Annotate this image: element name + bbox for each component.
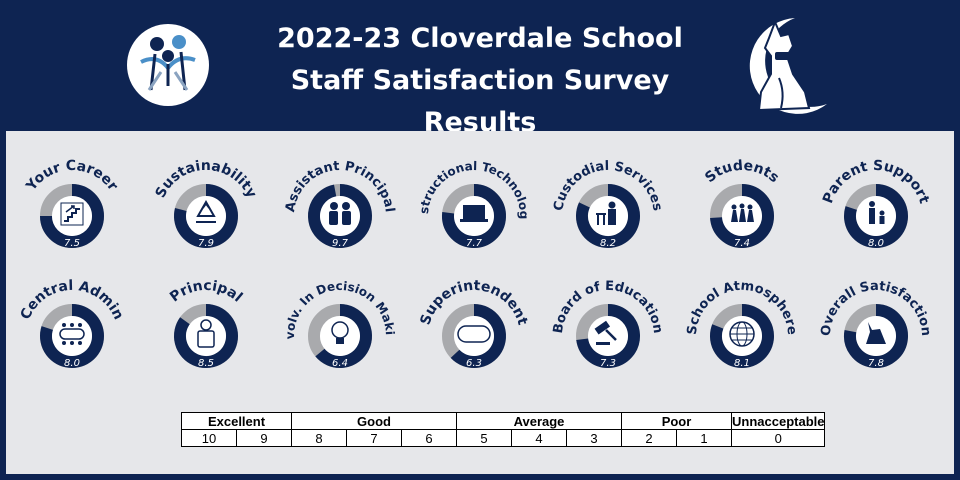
page-title: 2022-23 Cloverdale School Staff Satisfac… xyxy=(230,18,730,144)
donut-value-arc xyxy=(710,304,774,368)
category-score: 6.3 xyxy=(466,358,482,369)
two-people-icon xyxy=(325,199,355,229)
conference-table-icon xyxy=(57,319,87,349)
category-score: 7.8 xyxy=(868,358,884,369)
category-score: 7.5 xyxy=(64,238,80,249)
category-tile: Board of Education 7.3 xyxy=(543,258,674,376)
category-tile: Instructional Technology7.7 xyxy=(409,138,540,256)
donut-value-arc xyxy=(844,304,908,368)
scale-number: 4 xyxy=(511,429,567,447)
donut-chart: Involv. In Decision Making6.4 xyxy=(275,258,397,369)
scale-number: 1 xyxy=(676,429,732,447)
category-score: 7.3 xyxy=(600,358,616,369)
title-line-2: Staff Satisfaction Survey Results xyxy=(290,65,670,138)
scale-group-good: Good xyxy=(291,412,457,430)
donut-value-arc xyxy=(40,184,104,248)
category-score: 8.2 xyxy=(600,238,616,249)
header: 2022-23 Cloverdale School Staff Satisfac… xyxy=(0,0,960,138)
scale-number: 7 xyxy=(346,429,402,447)
category-tile: Your Career 7.5 xyxy=(7,138,138,256)
laptop-icon xyxy=(459,199,489,229)
category-tile: Involv. In Decision Making6.4 xyxy=(275,258,406,376)
person-icon xyxy=(191,319,221,349)
category-score: 7.7 xyxy=(466,238,483,249)
category-tile: School Atmosphere 8.1 xyxy=(677,258,808,376)
wolf-mascot-icon xyxy=(861,319,891,349)
category-tile: Custodial Services 8.2 xyxy=(543,138,674,256)
category-score: 8.0 xyxy=(868,238,884,249)
category-tile: Assistant Principal 9.7 xyxy=(275,138,406,256)
donut-value-arc xyxy=(174,184,238,248)
category-tile: Overall Satisfaction 7.8 xyxy=(811,258,942,376)
scale-group-poor: Poor xyxy=(621,412,732,430)
donut-chart: Instructional Technology7.7 xyxy=(409,138,531,249)
donut-value-arc xyxy=(40,304,104,368)
scale-number: 3 xyxy=(566,429,622,447)
category-tile: Sustainability 7.9 xyxy=(141,138,272,256)
lightbulb-icon xyxy=(325,319,355,349)
donut-chart: Principal 8.5 xyxy=(167,278,245,369)
scale-number: 6 xyxy=(401,429,457,447)
category-label: Principal xyxy=(167,278,245,306)
donut-value-arc xyxy=(442,184,506,248)
custodian-icon xyxy=(593,199,623,229)
category-label: Students xyxy=(702,158,782,186)
category-score: 7.9 xyxy=(198,238,214,249)
category-score: 9.7 xyxy=(332,238,349,249)
scale-number: 10 xyxy=(181,429,237,447)
parent-child-icon xyxy=(861,199,891,229)
category-tile: Central Admin 8.0 xyxy=(7,258,138,376)
scale-number: 8 xyxy=(291,429,347,447)
category-tile: Parent Support 8.0 xyxy=(811,138,942,256)
rating-scale: Excellent Good Average Poor Unnacceptabl… xyxy=(181,412,826,447)
donut-value-arc xyxy=(576,304,640,368)
donut-value-arc xyxy=(315,304,372,368)
recycle-icon xyxy=(191,199,221,229)
scale-number: 0 xyxy=(730,429,826,447)
scale-number: 2 xyxy=(621,429,677,447)
category-score: 8.1 xyxy=(734,358,750,369)
category-tile: Principal 8.5 xyxy=(141,258,272,376)
bus-icon xyxy=(457,319,491,349)
stairs-icon xyxy=(60,202,84,226)
globe-icon xyxy=(727,319,757,349)
category-tile: Students 7.4 xyxy=(677,138,808,256)
gavel-icon xyxy=(593,319,623,349)
district-logo xyxy=(127,24,209,106)
category-score: 8.0 xyxy=(64,358,80,369)
category-score: 6.4 xyxy=(332,358,348,369)
donut-value-arc xyxy=(450,304,506,368)
scale-number: 9 xyxy=(236,429,292,447)
donut-value-arc xyxy=(308,184,372,248)
donut-value-arc xyxy=(710,184,774,248)
scale-number: 5 xyxy=(456,429,512,447)
donut-value-arc xyxy=(174,304,238,368)
title-line-1: 2022-23 Cloverdale School xyxy=(277,23,683,54)
category-score: 7.4 xyxy=(734,238,750,249)
scale-group-excellent: Excellent xyxy=(181,412,292,430)
donut-value-arc xyxy=(844,184,908,248)
donut-value-arc xyxy=(576,184,640,248)
wolf-mascot-logo xyxy=(735,12,830,120)
scale-group-unacceptable: Unnacceptable xyxy=(730,412,826,430)
scale-group-average: Average xyxy=(456,412,622,430)
students-icon xyxy=(727,199,757,229)
donut-chart: Students 7.4 xyxy=(702,158,782,249)
category-tile: Superintendent 6.3 xyxy=(409,258,540,376)
category-score: 8.5 xyxy=(198,358,214,369)
